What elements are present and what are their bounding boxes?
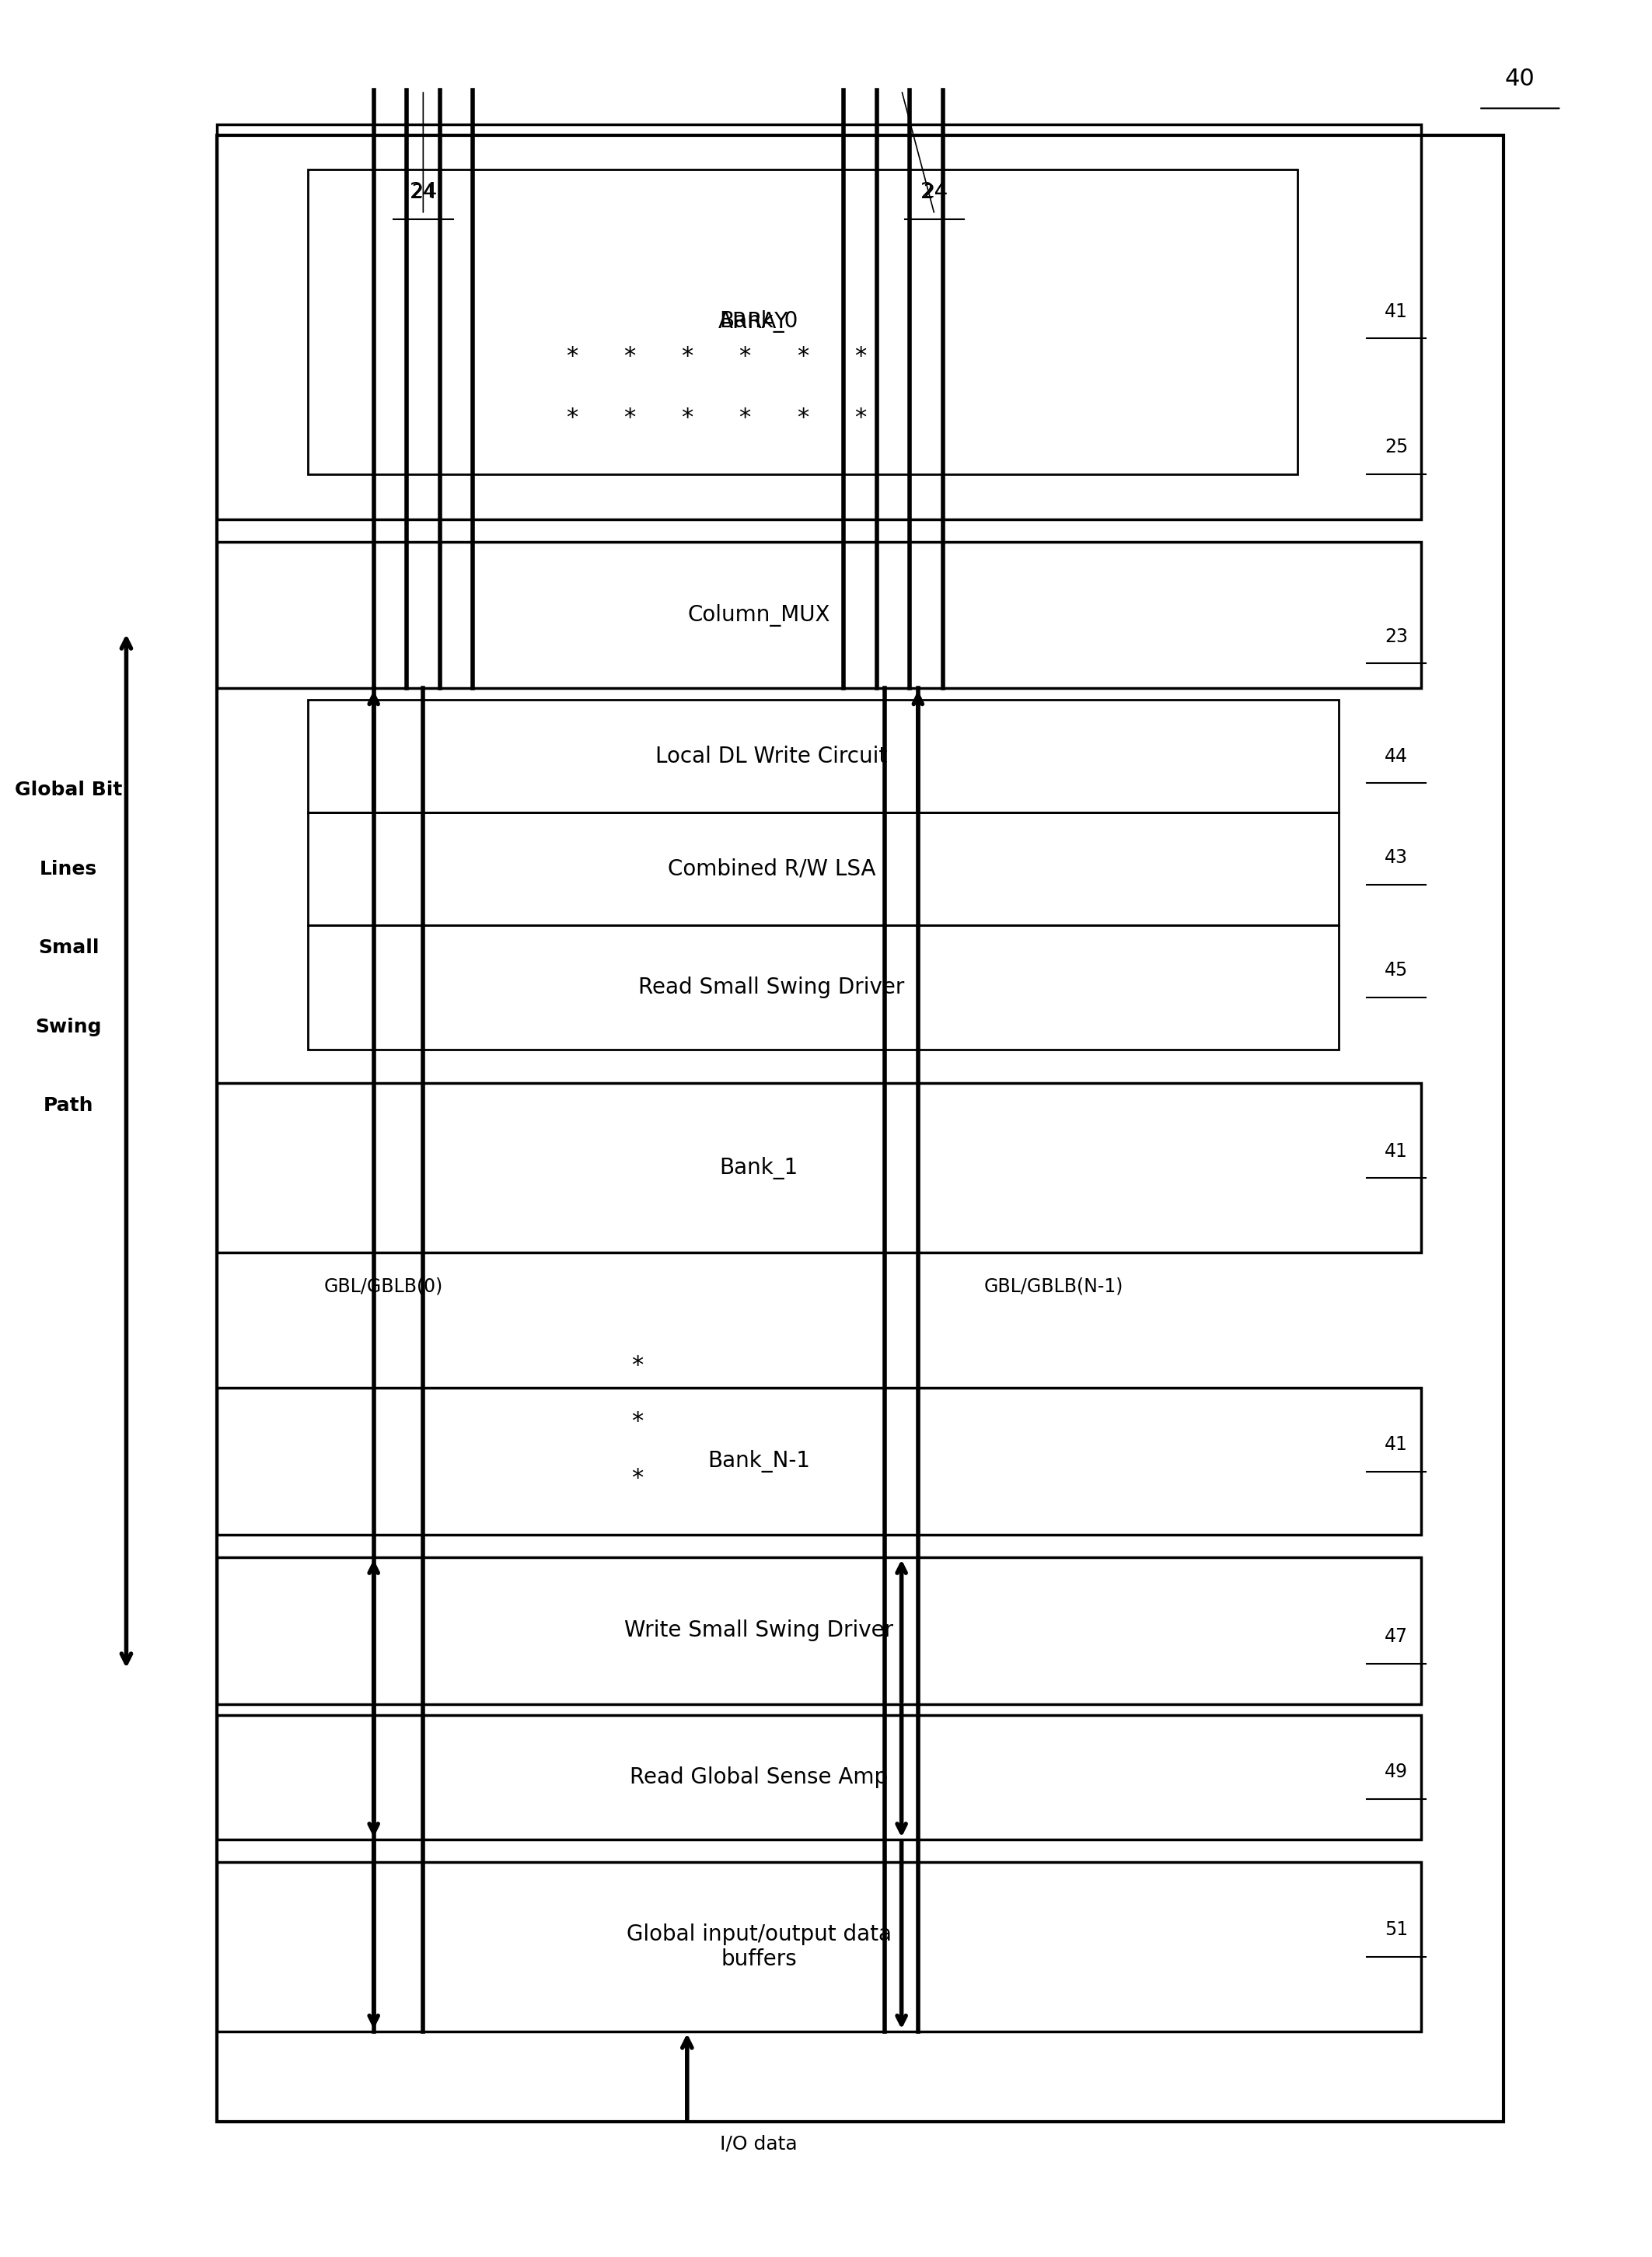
Text: *: * (796, 345, 808, 368)
Text: 41: 41 (1384, 1142, 1408, 1160)
Text: Lines: Lines (40, 860, 97, 878)
Text: Swing: Swing (35, 1018, 102, 1036)
Text: *: * (631, 1411, 644, 1433)
Text: Bank_0: Bank_0 (719, 311, 798, 332)
Text: Small: Small (38, 939, 99, 957)
Text: Read Small Swing Driver: Read Small Swing Driver (639, 977, 905, 998)
Text: 45: 45 (1384, 961, 1408, 980)
Text: Write Small Swing Driver: Write Small Swing Driver (624, 1621, 894, 1641)
Text: GBL/GBLB(N-1): GBL/GBLB(N-1) (985, 1277, 1123, 1296)
Text: *: * (796, 406, 808, 429)
Text: *: * (681, 345, 694, 368)
Text: 25: 25 (1384, 438, 1408, 456)
Bar (216, 135, 1503, 2122)
Bar (216, 542, 1421, 688)
Text: 47: 47 (1384, 1627, 1408, 1645)
Bar (216, 124, 1421, 519)
Text: *: * (623, 406, 636, 429)
Text: 41: 41 (1384, 302, 1408, 320)
Text: *: * (681, 406, 694, 429)
Text: 23: 23 (1384, 627, 1408, 646)
Text: ARRAY: ARRAY (719, 311, 788, 332)
Text: Bank_1: Bank_1 (720, 1158, 798, 1178)
Text: Combined R/W LSA: Combined R/W LSA (667, 858, 876, 880)
Bar (216, 1557, 1421, 1704)
Text: 51: 51 (1384, 1921, 1408, 1939)
Text: Read Global Sense Amp: Read Global Sense Amp (629, 1767, 887, 1788)
Text: 24: 24 (410, 181, 436, 203)
Text: Bank_N-1: Bank_N-1 (707, 1451, 809, 1472)
Text: Column_MUX: Column_MUX (687, 605, 831, 625)
Text: 40: 40 (1505, 68, 1535, 90)
Bar (216, 1862, 1421, 2031)
Text: 24: 24 (411, 183, 434, 201)
Bar (307, 813, 1338, 925)
Text: *: * (738, 345, 750, 368)
Text: Global Bit: Global Bit (15, 781, 122, 799)
Bar (307, 925, 1338, 1050)
Bar (307, 700, 1338, 813)
Text: *: * (623, 345, 636, 368)
Text: *: * (631, 1354, 644, 1377)
Text: I/O data: I/O data (720, 2135, 798, 2153)
Text: Global input/output data
buffers: Global input/output data buffers (626, 1923, 892, 1970)
Bar (216, 1388, 1421, 1535)
Text: *: * (565, 406, 578, 429)
Text: *: * (854, 406, 866, 429)
Text: Path: Path (43, 1097, 94, 1115)
Bar (216, 1715, 1421, 1839)
Text: *: * (631, 1467, 644, 1490)
Text: 44: 44 (1384, 747, 1408, 765)
Bar (216, 1083, 1421, 1253)
Text: GBL/GBLB(0): GBL/GBLB(0) (324, 1277, 443, 1296)
Text: 24: 24 (920, 181, 948, 203)
Text: *: * (565, 345, 578, 368)
Text: 41: 41 (1384, 1435, 1408, 1454)
Text: 24: 24 (923, 183, 947, 201)
Bar (307, 169, 1297, 474)
Text: *: * (738, 406, 750, 429)
Text: *: * (854, 345, 866, 368)
Text: Local DL Write Circuit: Local DL Write Circuit (656, 745, 887, 767)
Text: 43: 43 (1384, 849, 1408, 867)
Text: 49: 49 (1384, 1763, 1408, 1781)
